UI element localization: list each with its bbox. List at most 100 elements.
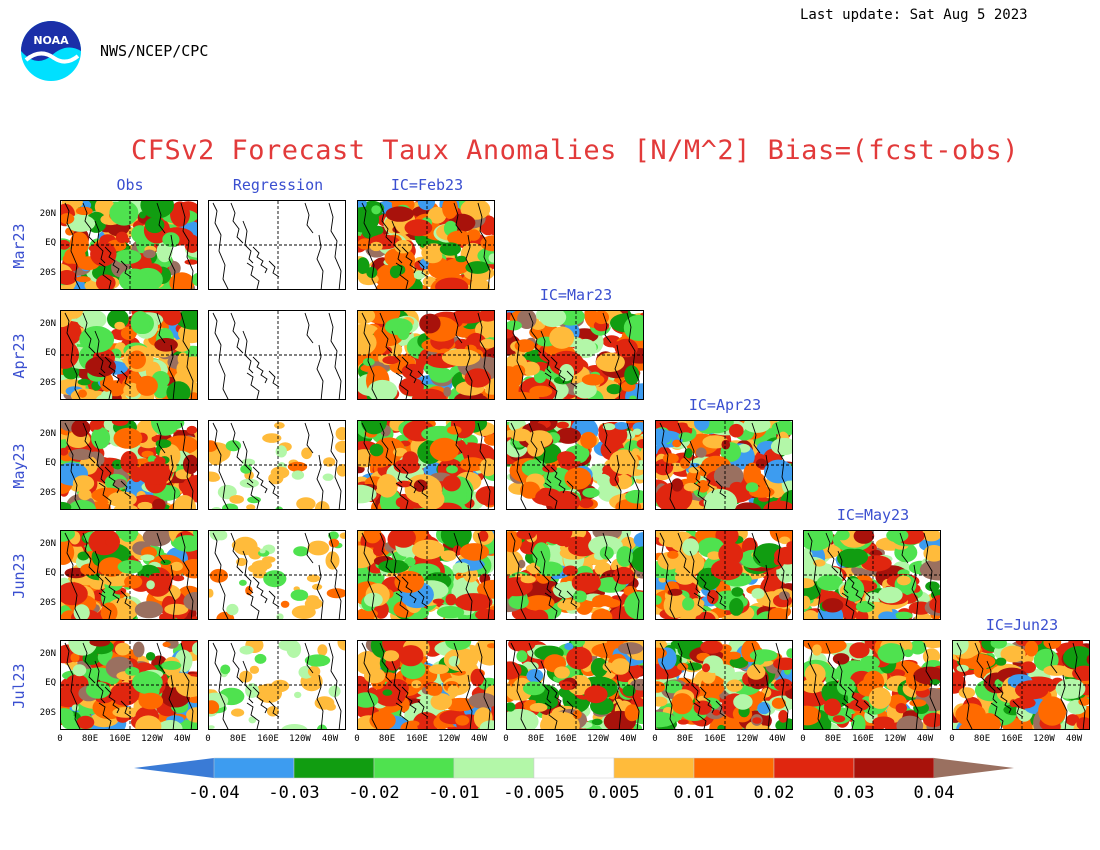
row-label-jun23: Jun23: [10, 553, 28, 599]
map-panel: [357, 310, 495, 400]
longitude-label: 40W: [916, 734, 934, 744]
longitude-label: 0: [800, 734, 806, 744]
colorbar-tick-label: -0.03: [268, 783, 320, 803]
map-panel: [506, 530, 644, 620]
map-panel: [357, 640, 495, 730]
longitude-label: 0: [205, 734, 211, 744]
longitude-label: 80E: [229, 734, 247, 744]
colorbar-tick-label: -0.04: [188, 783, 240, 803]
latitude-label: 20N: [39, 649, 56, 659]
column-label-ic-may23: IC=May23: [836, 506, 910, 524]
map-panel: [803, 640, 941, 730]
longitude-label: 120W: [587, 734, 609, 744]
colorbar-swatch: [293, 757, 375, 779]
longitude-label: 0: [652, 734, 658, 744]
colorbar-low-arrow: [134, 758, 214, 778]
map-panel: [208, 640, 346, 730]
longitude-label: 0: [503, 734, 509, 744]
longitude-label: 160E: [1001, 734, 1023, 744]
colorbar-tick-label: -0.01: [428, 783, 480, 803]
latitude-label: EQ: [45, 678, 56, 688]
colorbar-tick-label: 0.02: [753, 783, 795, 803]
latitude-label: 20N: [39, 429, 56, 439]
column-label-ic-mar23: IC=Mar23: [539, 286, 613, 304]
colorbar-swatch: [773, 757, 855, 779]
colorbar: [130, 755, 1020, 785]
colorbar-tick-label: -0.005: [503, 783, 565, 803]
latitude-label: 20N: [39, 319, 56, 329]
noaa-logo: NOAA: [20, 20, 82, 82]
latitude-label: 20S: [39, 598, 56, 608]
map-panel: [60, 640, 198, 730]
map-panel: [208, 420, 346, 510]
colorbar-tick-label: 0.005: [588, 783, 640, 803]
longitude-label: 160E: [555, 734, 577, 744]
row-label-apr23: Apr23: [10, 333, 28, 379]
longitude-label: 120W: [289, 734, 311, 744]
map-panel: [60, 530, 198, 620]
map-panel: [506, 310, 644, 400]
longitude-label: 40W: [470, 734, 488, 744]
latitude-label: EQ: [45, 458, 56, 468]
longitude-label: 80E: [527, 734, 545, 744]
colorbar-swatch: [213, 757, 295, 779]
longitude-label: 160E: [852, 734, 874, 744]
longitude-label: 40W: [1065, 734, 1083, 744]
colorbar-tick-label: 0.03: [833, 783, 875, 803]
colorbar-swatch: [853, 757, 935, 779]
colorbar-swatch: [613, 757, 695, 779]
latitude-label: 20N: [39, 209, 56, 219]
longitude-label: 0: [57, 734, 63, 744]
latitude-label: 20S: [39, 708, 56, 718]
column-label-ic-apr23: IC=Apr23: [688, 396, 762, 414]
longitude-label: 80E: [824, 734, 842, 744]
latitude-label: 20S: [39, 378, 56, 388]
last-update-text: Last update: Sat Aug 5 2023: [800, 7, 1028, 23]
longitude-label: 0: [949, 734, 955, 744]
longitude-label: 80E: [81, 734, 99, 744]
colorbar-high-arrow: [934, 758, 1014, 778]
row-label-may23: May23: [10, 443, 28, 489]
column-label-ic-jun23: IC=Jun23: [985, 616, 1059, 634]
latitude-label: 20S: [39, 268, 56, 278]
colorbar-swatch: [693, 757, 775, 779]
map-panel: [60, 310, 198, 400]
longitude-label: 40W: [619, 734, 637, 744]
longitude-label: 160E: [257, 734, 279, 744]
latitude-label: 20N: [39, 539, 56, 549]
map-panel: [60, 420, 198, 510]
column-label-obs: Obs: [116, 176, 144, 194]
map-panel: [655, 640, 793, 730]
colorbar-swatch: [453, 757, 535, 779]
map-panel: [208, 200, 346, 290]
column-label-ic-feb23: IC=Feb23: [390, 176, 464, 194]
agency-text: NWS/NCEP/CPC: [100, 42, 209, 60]
longitude-label: 80E: [378, 734, 396, 744]
colorbar-tick-label: 0.04: [913, 783, 955, 803]
map-panel: [357, 200, 495, 290]
map-panel: [208, 310, 346, 400]
map-panel: [952, 640, 1090, 730]
longitude-label: 120W: [884, 734, 906, 744]
map-panel: [506, 420, 644, 510]
longitude-label: 160E: [109, 734, 131, 744]
svg-text:NOAA: NOAA: [33, 34, 69, 47]
latitude-label: EQ: [45, 238, 56, 248]
colorbar-tick-label: 0.01: [673, 783, 715, 803]
column-label-regression: Regression: [232, 176, 324, 194]
row-label-jul23: Jul23: [10, 663, 28, 709]
map-panel: [655, 530, 793, 620]
longitude-label: 120W: [1033, 734, 1055, 744]
longitude-label: 40W: [173, 734, 191, 744]
map-panel: [506, 640, 644, 730]
latitude-label: EQ: [45, 568, 56, 578]
longitude-label: 120W: [141, 734, 163, 744]
latitude-label: 20S: [39, 488, 56, 498]
longitude-label: 0: [354, 734, 360, 744]
longitude-label: 40W: [768, 734, 786, 744]
longitude-label: 160E: [704, 734, 726, 744]
longitude-label: 80E: [973, 734, 991, 744]
colorbar-swatch: [533, 757, 615, 779]
longitude-label: 160E: [406, 734, 428, 744]
map-panel: [60, 200, 198, 290]
